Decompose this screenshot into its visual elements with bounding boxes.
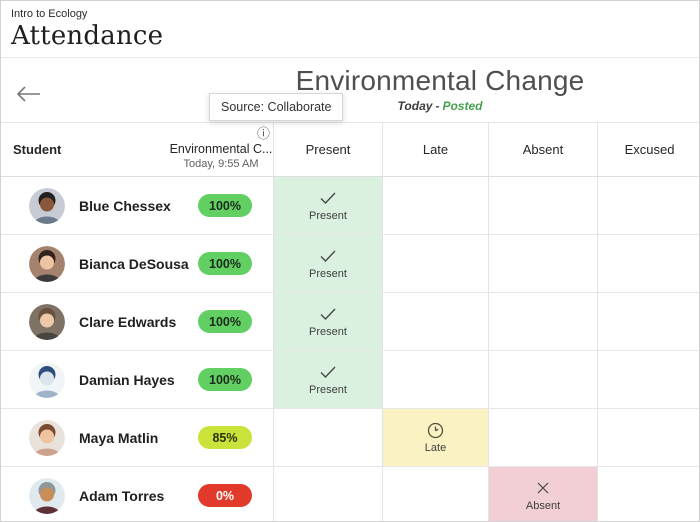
attendance-score-pill: 100% (198, 310, 252, 333)
student-avatar (29, 361, 65, 398)
attendance-cell-late[interactable] (382, 177, 488, 234)
session-name: Environmental C... (169, 142, 273, 156)
attendance-cell-present[interactable] (273, 409, 382, 466)
student-name: Blue Chessex (79, 197, 171, 214)
attendance-score-pill: 100% (198, 194, 252, 217)
attendance-table: Student ⓘ Environmental C... Today, 9:55… (1, 122, 699, 521)
attendance-cell-present[interactable]: Present (273, 293, 382, 350)
attendance-score-pill: 100% (198, 252, 252, 275)
check-icon (319, 306, 337, 323)
student-name: Adam Torres (79, 487, 165, 504)
attendance-cell-absent[interactable] (488, 293, 597, 350)
column-header-absent: Absent (488, 123, 597, 176)
student-info-cell: Bianca DeSousa 100% (1, 235, 273, 292)
session-date: Today, 9:55 AM (183, 158, 259, 170)
student-row: Maya Matlin 85% Late (1, 409, 699, 467)
source-tooltip-text: Source: Collaborate (221, 100, 332, 114)
student-avatar (29, 477, 65, 514)
check-icon (319, 248, 337, 265)
student-name: Bianca DeSousa (79, 255, 189, 272)
student-info-cell: Blue Chessex 100% (1, 177, 273, 234)
student-row: Clare Edwards 100% Present (1, 293, 699, 351)
student-name: Clare Edwards (79, 313, 177, 330)
table-body: Blue Chessex 100% Present Bianca DeSousa 10… (1, 177, 699, 521)
attendance-cell-present[interactable] (273, 467, 382, 521)
student-avatar (29, 245, 65, 282)
attendance-cell-excused[interactable] (597, 351, 699, 408)
meeting-title: Environmental Change (295, 65, 585, 96)
subtitle-separator: - (435, 99, 440, 113)
student-avatar (29, 419, 65, 456)
attendance-score-pill: 100% (198, 368, 252, 391)
attendance-cell-absent[interactable] (488, 351, 597, 408)
attendance-score-pill: 85% (198, 426, 252, 449)
status-label: Late (424, 441, 447, 454)
meeting-date: Today (397, 99, 433, 113)
back-arrow-icon (15, 86, 41, 106)
course-name: Intro to Ecology (11, 8, 88, 20)
status-label: Absent (525, 499, 561, 512)
attendance-cell-absent[interactable]: Absent (488, 467, 597, 521)
check-icon (319, 364, 337, 381)
attendance-cell-present[interactable]: Present (273, 177, 382, 234)
info-icon[interactable]: ⓘ (256, 126, 270, 141)
student-row: Adam Torres 0% Absent (1, 467, 699, 521)
attendance-cell-absent[interactable] (488, 235, 597, 292)
column-header-present: Present (273, 123, 382, 176)
student-info-cell: Adam Torres 0% (1, 467, 273, 521)
attendance-cell-late[interactable] (382, 351, 488, 408)
status-label: Present (309, 267, 347, 280)
status-label: Present (309, 325, 347, 338)
column-header-excused: Excused (597, 123, 699, 176)
student-row: Blue Chessex 100% Present (1, 177, 699, 235)
session-header: ⓘ Environmental C... Today, 9:55 AM (169, 123, 273, 176)
source-tooltip: Source: Collaborate (209, 93, 344, 121)
attendance-cell-excused[interactable] (597, 467, 699, 521)
student-row: Bianca DeSousa 100% Present (1, 235, 699, 293)
student-name: Maya Matlin (79, 429, 159, 446)
clock-icon (427, 422, 444, 439)
student-column-label: Student (13, 142, 62, 157)
attendance-cell-absent[interactable] (488, 409, 597, 466)
status-label: Present (309, 383, 347, 396)
attendance-cell-late[interactable] (382, 467, 488, 521)
attendance-cell-excused[interactable] (597, 235, 699, 292)
page-title: Attendance (11, 21, 164, 51)
posted-badge: Posted (442, 99, 483, 113)
meeting-header: Environmental Change Today - Posted (1, 58, 699, 122)
table-header-row: Student ⓘ Environmental C... Today, 9:55… (1, 122, 699, 177)
student-name: Damian Hayes (79, 371, 175, 388)
student-row: Damian Hayes 100% Present (1, 351, 699, 409)
meeting-title-block: Environmental Change Today - Posted (181, 65, 699, 113)
attendance-cell-late[interactable]: Late (382, 409, 488, 466)
x-icon (536, 480, 550, 497)
check-icon (319, 190, 337, 207)
attendance-score-pill: 0% (198, 484, 252, 507)
student-info-cell: Clare Edwards 100% (1, 293, 273, 350)
attendance-cell-present[interactable]: Present (273, 351, 382, 408)
student-avatar (29, 187, 65, 224)
page-header: Intro to Ecology Attendance (1, 1, 699, 58)
attendance-cell-late[interactable] (382, 235, 488, 292)
attendance-cell-excused[interactable] (597, 293, 699, 350)
column-header-late: Late (382, 123, 488, 176)
meeting-subtitle: Today - Posted (181, 99, 699, 113)
attendance-cell-excused[interactable] (597, 409, 699, 466)
attendance-cell-absent[interactable] (488, 177, 597, 234)
student-info-cell: Damian Hayes 100% (1, 351, 273, 408)
attendance-cell-present[interactable]: Present (273, 235, 382, 292)
student-avatar (29, 303, 65, 340)
student-info-cell: Maya Matlin 85% (1, 409, 273, 466)
attendance-cell-late[interactable] (382, 293, 488, 350)
student-header-cell: Student ⓘ Environmental C... Today, 9:55… (1, 123, 273, 176)
back-button[interactable] (13, 83, 43, 108)
status-label: Present (309, 209, 347, 222)
attendance-cell-excused[interactable] (597, 177, 699, 234)
